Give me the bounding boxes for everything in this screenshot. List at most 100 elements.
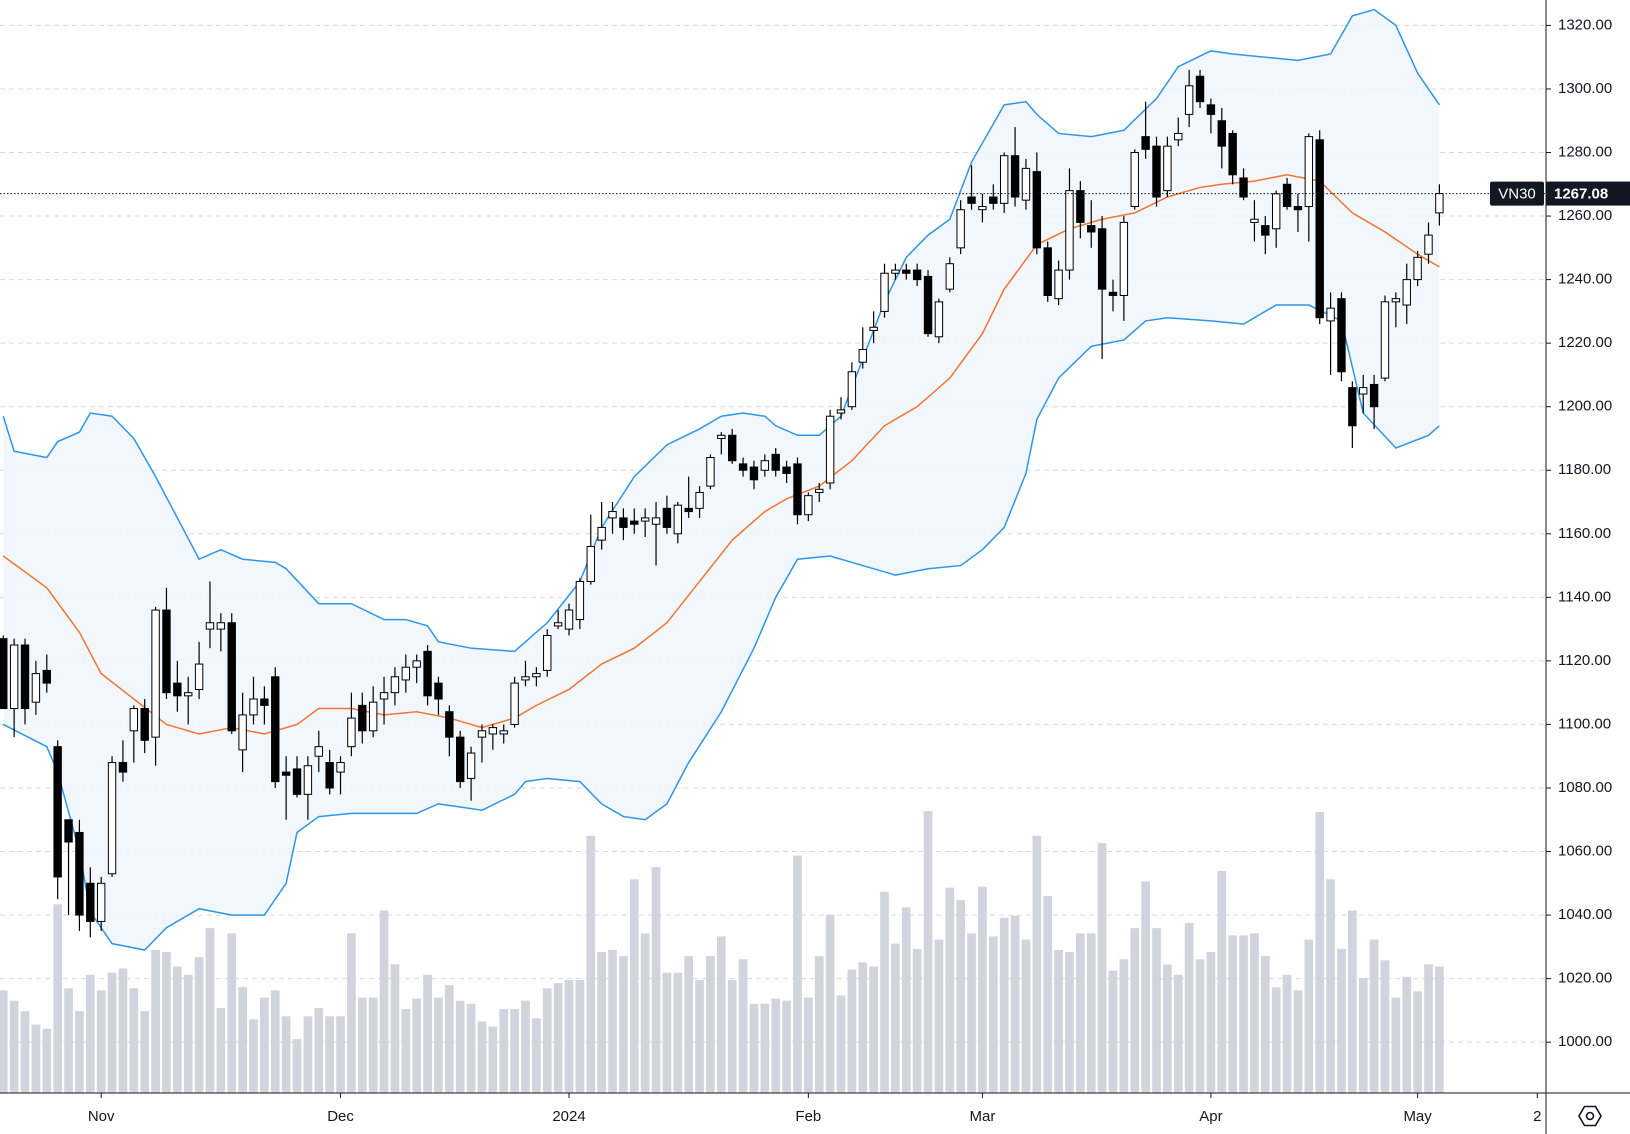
last-price-tag [1546,181,1630,206]
candle-body [695,491,704,509]
volume-bar [988,936,998,1093]
symbol-tag [1490,181,1544,206]
y-tick-label: 1060.00 [1558,842,1612,859]
volume-bar [1391,997,1401,1093]
volume-bar [1326,879,1335,1093]
volume-bar [1010,915,1020,1093]
volume-bar [1173,974,1183,1093]
candle-body [1141,136,1150,150]
settings-button[interactable] [1578,1105,1602,1127]
candle-body [728,434,737,462]
candle-body [608,511,617,519]
candle-body [967,196,976,204]
candle-body [1369,383,1379,408]
volume-bar [140,1011,150,1093]
volume-bar [488,1026,498,1093]
candle-body [1435,193,1444,214]
candle-body [956,209,965,249]
volume-bar [1065,951,1074,1093]
volume-bar [1184,922,1194,1093]
volume-bar [281,1016,291,1093]
candle-body [1424,234,1433,255]
candle-body [738,463,748,471]
candle-body [1065,190,1074,271]
volume-bar [532,1018,541,1093]
candle-body [1163,145,1172,192]
volume-bar [172,966,182,1093]
volume-bar [782,1000,791,1093]
volume-bar [836,995,846,1093]
candle-body [445,711,454,738]
volume-bar [575,979,585,1093]
candle-body [619,517,628,528]
candle-body [194,663,204,690]
volume-bar [967,933,976,1093]
volume-bar [934,939,944,1093]
candle-body [390,676,400,694]
candle-body [1184,85,1194,115]
volume-bar [1228,935,1238,1093]
y-tick-label: 1300.00 [1558,80,1612,97]
volume-bar [205,928,215,1093]
volume-bar [1119,959,1129,1093]
volume-bar [1271,987,1281,1093]
candle-body [532,673,541,678]
volume-bar [227,933,237,1093]
x-tick-label: Nov [88,1108,115,1125]
volume-bar [1413,991,1422,1093]
candle-body [347,717,356,748]
x-tick-label: Dec [327,1108,354,1125]
candle-body [1282,183,1292,208]
volume-bar [923,810,933,1093]
volume-bar [945,887,955,1093]
candle-body [510,682,519,725]
volume-bar [869,966,878,1093]
candle-body [336,762,345,773]
candle-body [488,727,498,735]
candle-body [434,682,443,700]
candle-body [53,746,62,878]
candle-body [64,819,73,843]
candle-body [1359,387,1368,395]
x-tick-label: 2 [1533,1108,1541,1125]
volume-bar [270,990,280,1093]
y-tick-label: 1080.00 [1558,779,1612,796]
settings-icon [1578,1105,1602,1127]
volume-bar [357,997,367,1093]
candle-body [271,676,280,783]
axes[interactable]: 1000.00 1020.00 1040.00 1060.00 1080.00 1100.… [88,16,1630,1125]
candle-body [205,622,215,630]
candle-body [325,762,334,789]
volume-bar [292,1039,302,1093]
candle-body [651,517,661,525]
candle-body [902,269,911,274]
volume-bar [1369,939,1379,1093]
volume-bar [793,855,802,1093]
volume-bar [260,997,269,1093]
candle-body [358,704,367,732]
candle-body [1315,139,1324,319]
volume-bar [129,988,139,1093]
y-tick-label: 1100.00 [1558,715,1611,732]
volume-bar [825,914,835,1093]
volume-bar [31,1024,41,1093]
candle-body [923,275,933,335]
y-tick-label: 1280.00 [1558,143,1612,160]
candle-body [934,301,944,338]
x-tick-label: 2024 [552,1108,585,1125]
candle-body [466,752,476,779]
symbol-label: VN30 [1498,186,1536,203]
candle-body [9,644,19,710]
volume-bar [978,886,987,1093]
candle-body [281,771,291,776]
volume-bar [771,998,781,1093]
volume-bar [434,997,443,1093]
y-tick-label: 1160.00 [1558,525,1611,542]
volume-bar [716,936,726,1093]
y-tick-label: 1320.00 [1558,16,1612,33]
volume-bar [586,835,596,1093]
candle-body [1304,136,1314,208]
candle-body [1380,301,1390,379]
candle-body [86,882,95,922]
candle-body [216,622,226,630]
